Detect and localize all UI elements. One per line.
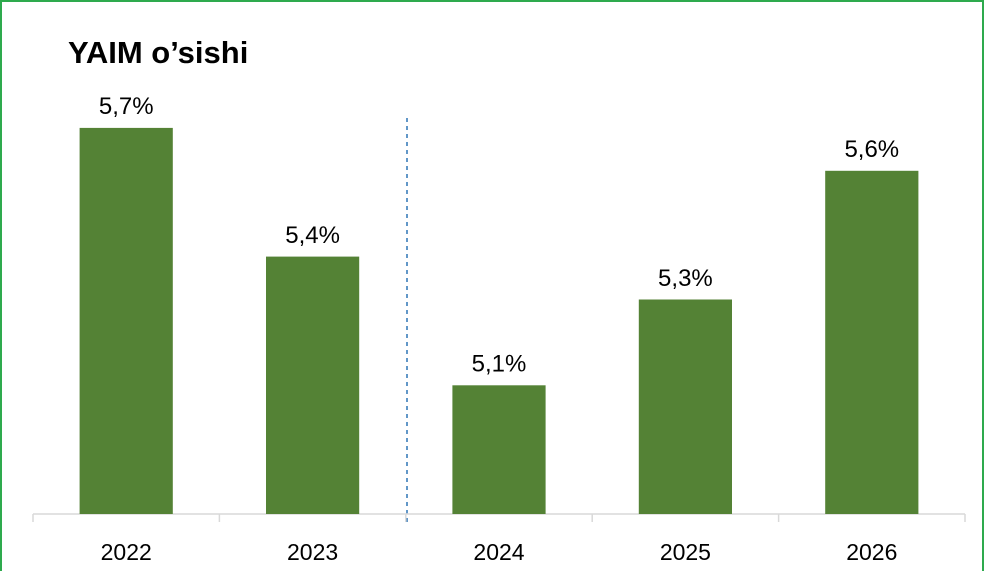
data-label: 5,6%: [844, 136, 899, 163]
bar: [79, 127, 173, 515]
bar: [266, 256, 360, 514]
bar: [452, 385, 546, 514]
bar: [638, 299, 732, 514]
data-label: 5,7%: [99, 93, 154, 120]
x-tick-label: 2026: [846, 539, 897, 565]
x-tick-label: 2025: [660, 539, 711, 565]
data-label: 5,3%: [658, 265, 713, 292]
data-label: 5,4%: [285, 222, 340, 249]
x-tick-label: 2022: [101, 539, 152, 565]
x-tick-label: 2023: [287, 539, 338, 565]
x-tick-label: 2024: [473, 539, 524, 565]
bar: [825, 170, 919, 515]
data-label: 5,1%: [472, 351, 527, 378]
chart-title: YAIM o’sishi: [68, 35, 248, 70]
